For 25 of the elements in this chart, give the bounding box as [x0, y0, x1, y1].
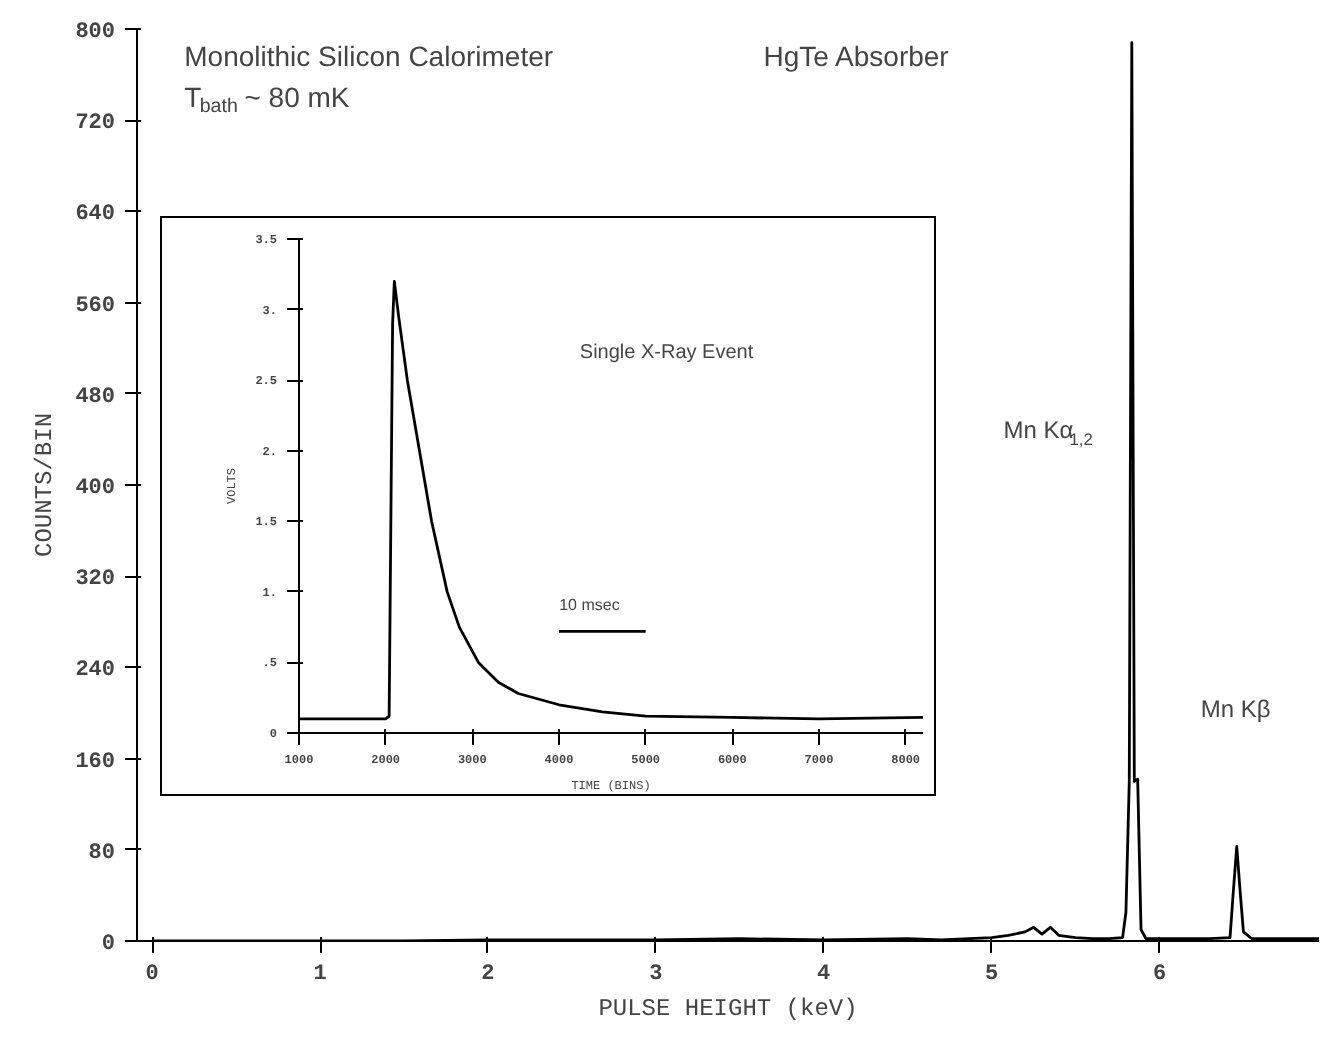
annotation: HgTe Absorber: [763, 40, 950, 73]
y-tick-label: 400: [75, 477, 116, 501]
y-tick-label: 80: [88, 841, 115, 866]
annotation: Monolithic Silicon Calorimeter: [184, 40, 554, 73]
y-tick-label: 720: [75, 112, 116, 137]
x-tick-label: 6: [1152, 963, 1167, 987]
annotation: 10 msec: [559, 595, 620, 614]
y-tick-label: 560: [75, 294, 116, 319]
y-tick-label: 480: [75, 385, 116, 410]
x-tick-label: 4: [817, 963, 832, 987]
x-tick-label: 0: [145, 963, 159, 987]
annotation: Single X-Ray Event: [579, 341, 754, 364]
y-tick-label: 320: [75, 568, 116, 593]
x-tick-label: 3: [649, 963, 664, 987]
y-tick-label: 640: [75, 203, 116, 228]
y-tick-label: 0: [101, 933, 116, 957]
y-tick-label: 160: [75, 750, 116, 775]
annotation: Mn Kβ: [1200, 695, 1271, 724]
x-axis-title: PULSE HEIGHT (keV): [598, 995, 858, 1023]
x-tick-label: 5: [985, 963, 999, 987]
y-tick-label: 240: [75, 659, 116, 684]
y-axis-title: COUNTS/BIN: [31, 412, 60, 558]
y-tick-label: 800: [75, 21, 116, 45]
x-tick-label: 1: [313, 963, 328, 987]
x-tick-label: 2: [481, 963, 495, 987]
